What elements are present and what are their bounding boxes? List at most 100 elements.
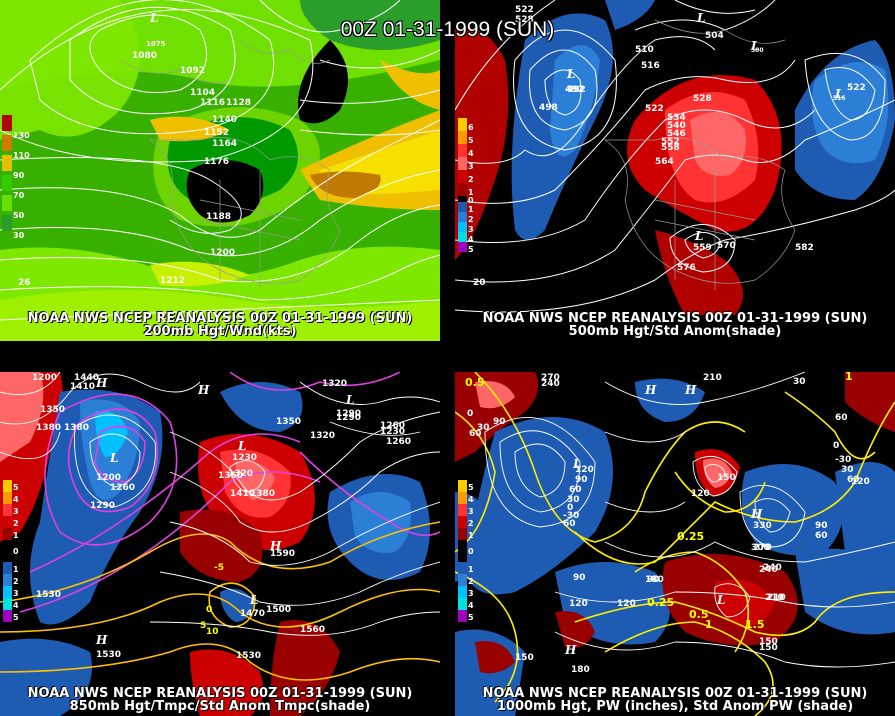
contour-label: 150 (515, 653, 534, 663)
legend-label: 1 (13, 531, 19, 540)
contour-label: 30 (567, 495, 580, 505)
contour-label: 1560 (300, 625, 325, 635)
contour-label: 1500 (266, 605, 291, 615)
contour-label: 516 (641, 61, 660, 71)
contour-label: 90 (815, 521, 828, 531)
contour-label: 60 (835, 413, 848, 423)
contour-label: -30 (563, 511, 579, 521)
contour-label: 120 (575, 465, 594, 475)
panel-1000mb-legend: 5 4 3 2 1 0 1 2 3 4 5 (458, 480, 474, 622)
legend-label: 3 (468, 507, 474, 516)
contour-label: 558 (661, 143, 680, 153)
low-value: 559 (693, 243, 712, 253)
low-marker: L (694, 229, 703, 243)
contour-label: 492 (567, 85, 586, 95)
low-marker: L (109, 451, 118, 465)
panel-850mb-subtitle: 850mb Hgt/Tmpc/Std Anom Tmpc(shade) (69, 699, 371, 714)
high-marker: H (684, 383, 697, 397)
panel-1000mb: 5 4 3 2 1 0 1 2 3 4 5 H H H H L L 270 24… (455, 372, 895, 716)
contour-label: -5 (214, 563, 224, 573)
panel-850mb-caption: NOAA NWS NCEP REANALYSIS 00Z 01-31-1999 … (27, 686, 413, 701)
contour-label: 522 (847, 83, 866, 93)
panel-200mb-legend: 130 110 90 70 50 30 (2, 115, 30, 240)
contour-label: 1440 (74, 373, 99, 383)
contour-label: 1164 (212, 139, 237, 149)
high-marker: H (197, 383, 210, 397)
legend-label: 2 (468, 577, 474, 586)
legend-label: 3 (13, 507, 19, 516)
contour-label: 330 (753, 521, 772, 531)
legend-label: 5 (13, 483, 19, 492)
contour-label: 1104 (190, 88, 215, 98)
panel-200mb: 130 110 90 70 50 30 L 1075 1080 1092 110… (0, 0, 440, 341)
panel-1000mb-caption: NOAA NWS NCEP REANALYSIS 00Z 01-31-1999 … (482, 686, 868, 701)
contour-label: 270 (753, 543, 772, 553)
contour-label: 240 (759, 565, 778, 575)
low-marker: L (834, 87, 843, 101)
high-marker: H (750, 507, 763, 521)
contour-label: 120 (617, 599, 636, 609)
contour-label: 90 (573, 573, 586, 583)
legend-label: 1 (13, 565, 19, 574)
contour-label: 1380 (64, 423, 89, 433)
legend-label: 2 (468, 215, 474, 224)
contour-label: 552 (661, 137, 680, 147)
contour-label: 1260 (380, 421, 405, 431)
legend-label: 1 (468, 188, 474, 197)
low-marker: L (750, 39, 759, 53)
contour-label: 534 (667, 113, 686, 123)
panel-500mb-caption: NOAA NWS NCEP REANALYSIS 00Z 01-31-1999 … (482, 311, 868, 326)
contour-label: 1230 (232, 453, 257, 463)
panel-850mb: 5 4 3 2 1 0 1 2 3 4 5 H H H H L L L L 14… (0, 372, 440, 716)
contour-label: 150 (759, 643, 778, 653)
contour-label: 570 (717, 241, 736, 251)
legend-label: 50 (13, 211, 25, 220)
contour-label: 60 (469, 429, 482, 439)
high-marker: H (644, 383, 657, 397)
contour-label: 1470 (240, 609, 265, 619)
legend-label: 130 (13, 131, 30, 140)
legend-label: 4 (468, 601, 474, 610)
contour-label: 498 (539, 103, 558, 113)
legend-label: 110 (13, 151, 30, 160)
legend-label: 4 (468, 235, 474, 244)
panel-200mb-map: 130 110 90 70 50 30 L 1075 1080 1092 110… (0, 0, 440, 341)
panel-850mb-legend: 5 4 3 2 1 0 1 2 3 4 5 (3, 480, 19, 622)
contour-label: 528 (693, 94, 712, 104)
low-marker: L (345, 393, 354, 407)
low-marker: L (566, 67, 575, 81)
legend-label: 0 (13, 547, 19, 556)
panel-1000mb-map: 5 4 3 2 1 0 1 2 3 4 5 H H H H L L 270 24… (455, 372, 895, 716)
contour-label: 1092 (180, 66, 205, 76)
contour-label: 522 (515, 5, 534, 15)
contour-label: 210 (765, 593, 784, 603)
panel-500mb-subtitle: 500mb Hgt/Std Anom(shade) (568, 324, 782, 339)
low-marker: L (237, 439, 246, 453)
legend-label: 0 (468, 196, 474, 205)
contour-label: 1176 (204, 157, 229, 167)
contour-label: 1260 (386, 437, 411, 447)
legend-label: 2 (13, 519, 19, 528)
legend-label: 2 (468, 175, 474, 184)
contour-label: 0 (206, 605, 212, 615)
panel-500mb-legend: 6 5 4 3 2 1 0 1 2 3 4 5 (458, 118, 474, 254)
contour-label: 60 (563, 519, 576, 529)
contour-label: 1530 (236, 651, 261, 661)
contour-label: 120 (691, 489, 710, 499)
contour-label: 1410 (230, 489, 255, 499)
panel-500mb: 6 5 4 3 2 1 0 1 2 3 4 5 L L L L L 492 50… (455, 0, 895, 341)
legend-label: 90 (13, 171, 25, 180)
low-value: 1075 (146, 40, 166, 48)
high-marker: H (95, 376, 108, 390)
legend-label: 3 (468, 589, 474, 598)
contour-label: 528 (515, 15, 534, 25)
legend-label: 5 (468, 245, 474, 254)
high-marker: H (564, 643, 577, 657)
contour-label: 180 (571, 665, 590, 675)
contour-label: 0 (567, 503, 573, 513)
contour-label: 210 (767, 593, 786, 603)
contour-label: 90 (575, 475, 588, 485)
contour-label: 1530 (36, 590, 61, 600)
contour-label: 546 (667, 129, 686, 139)
contour-label: 1380 (250, 489, 275, 499)
